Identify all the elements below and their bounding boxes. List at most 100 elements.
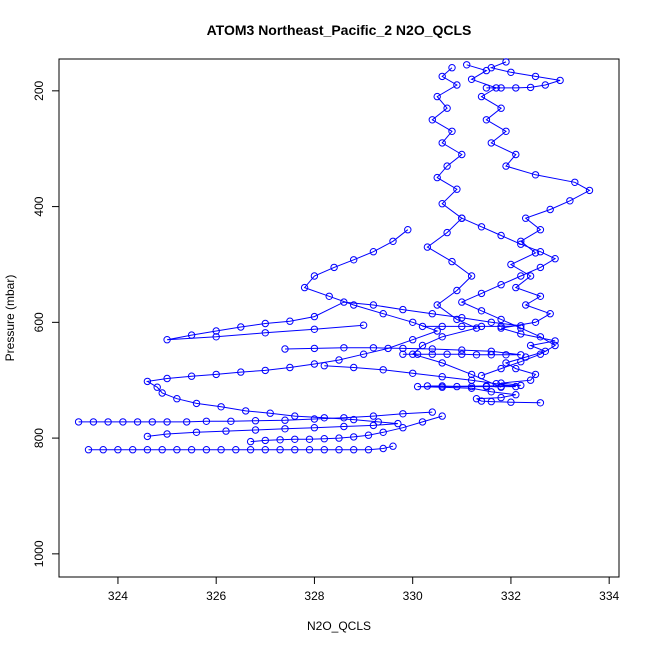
data-point	[104, 418, 112, 426]
y-tick-label: 200	[32, 81, 46, 101]
data-series	[413, 61, 594, 407]
data-point	[453, 286, 461, 295]
data-point	[428, 310, 436, 318]
data-point	[237, 323, 245, 331]
data-point	[497, 104, 505, 112]
data-point	[163, 336, 171, 344]
data-point	[281, 425, 289, 433]
data-point	[423, 382, 432, 390]
data-point	[187, 446, 196, 454]
series-line	[88, 445, 394, 451]
data-point	[517, 330, 525, 338]
data-point	[399, 344, 407, 353]
data-point	[350, 446, 358, 454]
data-point	[409, 369, 417, 377]
data-point	[364, 446, 373, 454]
data-point	[517, 272, 525, 280]
data-point	[276, 436, 284, 444]
data-point	[517, 324, 525, 332]
data-point	[433, 301, 441, 309]
data-point	[320, 446, 328, 454]
data-point	[467, 370, 476, 379]
y-tick-label: 800	[32, 428, 46, 448]
data-point	[310, 312, 319, 321]
data-point	[320, 414, 328, 422]
data-point	[340, 344, 348, 352]
x-tick-label: 330	[403, 589, 423, 603]
data-point	[487, 347, 495, 355]
x-axis-label: N2O_QCLS	[307, 619, 371, 633]
data-point	[472, 324, 481, 332]
data-point	[517, 351, 525, 359]
data-point	[453, 382, 461, 391]
data-point	[531, 171, 540, 179]
data-point	[497, 84, 505, 92]
data-point	[531, 72, 540, 81]
data-point	[477, 289, 486, 298]
data-point	[502, 359, 510, 367]
data-point	[187, 372, 196, 380]
data-point	[340, 422, 348, 431]
data-point	[379, 310, 387, 318]
data-point	[246, 437, 255, 446]
data-point	[379, 428, 387, 436]
data-point	[477, 223, 486, 231]
data-point	[487, 139, 495, 147]
data-point	[502, 127, 510, 136]
data-point	[330, 263, 338, 272]
data-point	[536, 248, 545, 256]
data-point	[507, 260, 515, 269]
data-point	[394, 419, 402, 428]
data-point	[551, 337, 559, 345]
data-point	[536, 350, 545, 358]
data-point	[458, 346, 466, 354]
data-point	[497, 393, 505, 402]
data-point	[512, 283, 520, 292]
data-point	[551, 341, 559, 350]
data-point	[163, 418, 171, 426]
data-point	[212, 333, 220, 341]
data-point	[261, 319, 269, 328]
data-point	[443, 350, 451, 358]
data-point	[158, 389, 166, 397]
data-point	[310, 424, 319, 432]
data-point	[399, 410, 407, 418]
data-point	[438, 139, 446, 147]
data-point	[350, 433, 358, 441]
data-point	[487, 388, 495, 396]
data-series	[482, 58, 564, 92]
data-point	[217, 403, 225, 411]
data-point	[227, 417, 235, 425]
data-point	[350, 256, 358, 264]
data-point	[458, 350, 466, 358]
data-point	[487, 351, 495, 359]
series-line	[284, 347, 521, 356]
data-point	[526, 272, 535, 280]
data-series	[74, 408, 436, 426]
data-point	[438, 200, 446, 208]
data-point	[340, 298, 348, 306]
data-point	[143, 432, 152, 441]
data-point	[492, 380, 500, 388]
data-point	[517, 322, 525, 330]
series-line	[411, 67, 502, 388]
data-point	[305, 446, 314, 454]
x-tick-label: 328	[304, 589, 324, 603]
data-point	[472, 351, 481, 359]
data-point	[428, 116, 436, 124]
data-point	[585, 186, 594, 195]
data-point	[364, 431, 373, 439]
data-point	[251, 417, 260, 425]
data-point	[133, 418, 142, 426]
plot-area-frame	[58, 58, 620, 578]
data-point	[517, 240, 525, 248]
data-point	[541, 81, 549, 89]
data-point	[350, 363, 358, 372]
data-point	[428, 408, 436, 416]
data-point	[438, 359, 446, 367]
data-point	[502, 162, 510, 170]
data-point	[458, 322, 466, 331]
data-point	[477, 307, 486, 315]
